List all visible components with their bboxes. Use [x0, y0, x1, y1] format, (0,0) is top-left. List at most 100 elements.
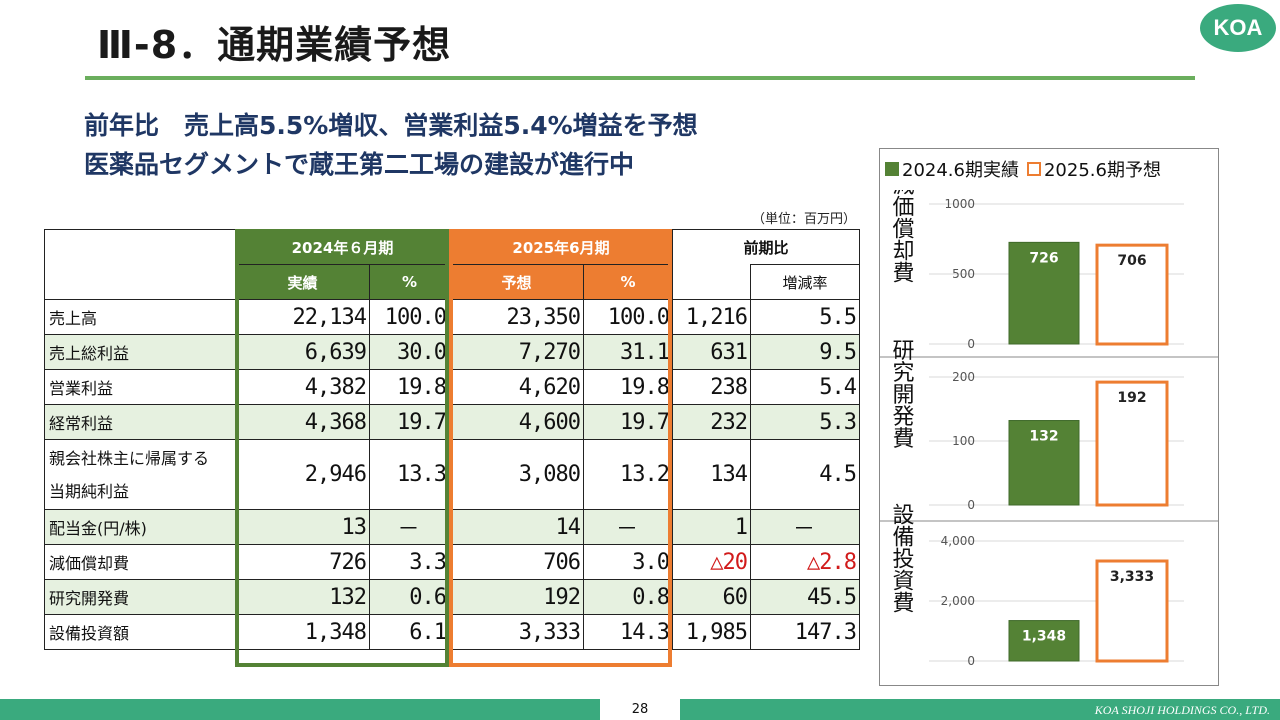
tick-label: 2,000	[941, 594, 975, 608]
cell-actual-pct: －	[369, 509, 450, 545]
cell-rate: 45.5	[749, 579, 861, 615]
row-label-line1: 親会社株主に帰属する	[49, 448, 210, 468]
legend-actual-label: 2024.6期実績	[902, 160, 1019, 181]
row-label: 親会社株主に帰属する 当期純利益	[44, 439, 236, 510]
cell-forecast-pct: 31.1	[583, 334, 673, 370]
row-label: 売上総利益	[44, 334, 236, 370]
cell-forecast: 3,333	[449, 614, 584, 650]
row-label-line2: 当期純利益	[49, 481, 130, 501]
cell-forecast-pct: 0.8	[583, 579, 673, 615]
cell-actual: 13	[235, 509, 370, 545]
cell-actual-pct: 0.6	[369, 579, 450, 615]
table-header-row-2: 実績 % 予想 % 増減率	[45, 264, 861, 300]
data-label: 3,333	[1110, 569, 1154, 585]
cell-actual-pct: 13.3	[369, 439, 450, 510]
cell-change: 1	[672, 509, 751, 545]
cell-change: 1,985	[672, 614, 751, 650]
tick-label: 1000	[944, 197, 975, 211]
table-header-row-1: 2024年６月期 2025年6月期 前期比	[44, 229, 861, 300]
cell-actual: 132	[235, 579, 370, 615]
cell-rate: 5.4	[749, 369, 861, 405]
table-row: 設備投資額 1,348 6.1 3,333 14.3 1,985 147.3	[44, 614, 861, 650]
cell-actual: 4,382	[235, 369, 370, 405]
charts-panel	[879, 148, 1219, 686]
cell-actual-pct: 6.1	[369, 614, 450, 650]
cell-rate: △2.8	[749, 544, 861, 580]
data-label: 192	[1117, 390, 1146, 406]
row-label: 減価償却費	[44, 544, 236, 580]
cell-forecast: 4,620	[449, 369, 584, 405]
headline-1: 前年比 売上高5.5%増収、営業利益5.4%増益を予想	[84, 111, 698, 140]
bar-actual	[1008, 620, 1080, 662]
header-blank	[44, 229, 236, 300]
tick-label: 0	[967, 337, 975, 351]
cell-forecast-pct: 14.3	[583, 614, 673, 650]
cell-change: 134	[672, 439, 751, 510]
cell-actual: 2,946	[235, 439, 370, 510]
cell-actual: 4,368	[235, 404, 370, 440]
cell-actual-pct: 100.0	[369, 299, 450, 335]
cell-actual-pct: 3.3	[369, 544, 450, 580]
header-actual-pct: %	[369, 264, 450, 300]
cell-rate: 5.3	[749, 404, 861, 440]
forecast-table: 2024年６月期 2025年6月期 前期比 実績 % 予想 % 増減率 売上高 …	[44, 229, 861, 650]
cell-actual: 22,134	[235, 299, 370, 335]
header-fy2025: 2025年6月期	[449, 229, 673, 265]
chart-title: 減価償却費	[889, 190, 915, 283]
cell-actual-pct: 19.8	[369, 369, 450, 405]
header-forecast: 予想	[449, 264, 584, 300]
header-forecast-pct: %	[583, 264, 673, 300]
cell-rate: 147.3	[749, 614, 861, 650]
legend-actual-swatch	[885, 162, 899, 176]
bar-forecast	[1095, 559, 1169, 663]
bar-actual	[1008, 420, 1080, 506]
tick-label: 100	[952, 434, 975, 448]
cell-rate: 9.5	[749, 334, 861, 370]
table-row: 配当金(円/株) 13 － 14 － 1 －	[44, 509, 861, 545]
cell-forecast: 192	[449, 579, 584, 615]
cell-actual: 1,348	[235, 614, 370, 650]
cell-forecast: 14	[449, 509, 584, 545]
cell-forecast: 3,080	[449, 439, 584, 510]
cell-forecast-pct: 13.2	[583, 439, 673, 510]
cell-rate: 4.5	[749, 439, 861, 510]
chart-legend: 2024.6期実績 2025.6期予想	[885, 156, 1161, 182]
header-yoy: 前期比	[671, 229, 861, 265]
cell-actual-pct: 30.0	[369, 334, 450, 370]
table-row: 減価償却費 726 3.3 706 3.0 △20 △2.8	[44, 544, 861, 580]
legend-forecast-label: 2025.6期予想	[1043, 160, 1161, 181]
row-label: 経常利益	[44, 404, 236, 440]
company-name: KOA SHOJI HOLDINGS CO., LTD.	[1094, 703, 1270, 717]
bar-forecast	[1095, 243, 1169, 346]
data-label: 1,348	[1022, 629, 1066, 645]
cell-actual: 726	[235, 544, 370, 580]
header-actual: 実績	[235, 264, 370, 300]
row-label: 売上高	[44, 299, 236, 335]
cell-rate: －	[749, 509, 861, 545]
cell-change: △20	[672, 544, 751, 580]
cell-forecast: 7,270	[449, 334, 584, 370]
data-label: 132	[1029, 429, 1058, 445]
tick-label: 200	[952, 370, 975, 384]
header-change-blank	[672, 264, 751, 300]
cell-forecast: 23,350	[449, 299, 584, 335]
chart-title: 研究開発費	[889, 339, 915, 449]
headline-2: 医薬品セグメントで蔵王第二工場の建設が進行中	[84, 150, 635, 179]
cell-forecast-pct: 100.0	[583, 299, 673, 335]
cell-change: 60	[672, 579, 751, 615]
row-label: 設備投資額	[44, 614, 236, 650]
data-label: 726	[1029, 250, 1058, 266]
cell-forecast-pct: 19.8	[583, 369, 673, 405]
title-divider	[85, 76, 1195, 80]
cell-actual-pct: 19.7	[369, 404, 450, 440]
unit-note: （単位：百万円）	[752, 212, 857, 227]
page-number: 28	[600, 699, 680, 720]
row-label: 営業利益	[44, 369, 236, 405]
koa-logo: KOA	[1200, 4, 1276, 52]
chart-title: 設備投資費	[889, 503, 915, 613]
cell-change: 232	[672, 404, 751, 440]
table-row: 売上高 22,134 100.0 23,350 100.0 1,216 5.5	[44, 299, 861, 335]
cell-forecast-pct: 3.0	[583, 544, 673, 580]
cell-change: 631	[672, 334, 751, 370]
page-title: Ⅲ-8．通期業績予想	[97, 23, 452, 67]
